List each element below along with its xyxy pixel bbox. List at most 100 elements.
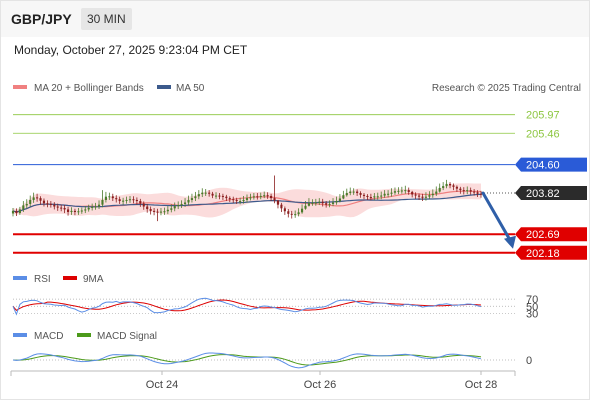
candle-body [190, 198, 193, 200]
candle-body [25, 203, 28, 206]
candle-body [29, 199, 32, 204]
candle-body [197, 194, 200, 197]
candle-body [404, 190, 407, 192]
candle-body [373, 196, 376, 198]
candle-body [218, 195, 221, 197]
rsi-tick-label: 70 [526, 294, 538, 306]
level-tag-last [515, 186, 587, 201]
candle-body [304, 205, 307, 209]
candle-body [118, 199, 121, 202]
candle-body [180, 203, 183, 206]
candle-body [366, 195, 369, 198]
candle-body [411, 191, 414, 195]
candle-body [380, 195, 383, 197]
macd-pane: 0 [12, 352, 532, 369]
candle-body [194, 196, 197, 199]
macd-signal-legend-swatch [77, 333, 91, 337]
candle-body [183, 202, 187, 204]
candle-body [11, 210, 15, 214]
candle-body [469, 190, 472, 192]
candle-body [421, 196, 424, 198]
candle-body [479, 193, 483, 195]
macd-signal-legend-label: MACD Signal [97, 331, 157, 342]
timeframe-button[interactable]: 30 MIN [81, 8, 132, 30]
candle-body [201, 192, 204, 195]
candle-body [108, 196, 111, 198]
candle-body [39, 198, 42, 201]
candle-body [42, 200, 46, 204]
candle-body [63, 207, 66, 210]
candle-body [448, 183, 452, 186]
candle-body [428, 195, 431, 197]
candle-body [156, 211, 159, 213]
ma50-legend-swatch [157, 85, 171, 89]
candle-body [307, 203, 310, 206]
candle-body [256, 196, 259, 198]
candle-body [111, 196, 114, 199]
candle-body [325, 203, 328, 205]
candle-body [311, 202, 314, 204]
candle-body [359, 193, 362, 195]
x-tick-label: Oct 26 [304, 379, 336, 391]
candle-body [445, 183, 448, 187]
price-pane: 205.97 205.46 204.60 203.82 202.69 202.18 [11, 110, 587, 260]
candle-body [149, 209, 152, 211]
candle-body [393, 191, 397, 193]
candle-body [214, 195, 218, 197]
candle-body [70, 210, 73, 212]
candle-body [407, 190, 410, 192]
symbol-title: GBP/JPY [11, 11, 72, 27]
candle-body [122, 200, 125, 202]
timestamp: Monday, October 27, 2025 9:23:04 PM CET [14, 43, 248, 57]
candle-body [297, 212, 300, 215]
candle-body [139, 201, 142, 204]
candle-body [101, 199, 104, 205]
candle-body [259, 195, 262, 197]
candle-body [387, 193, 390, 195]
rsi-legend-label: RSI [34, 274, 51, 285]
candle-body [442, 186, 445, 188]
candle-body [266, 195, 269, 197]
rsi-ma-legend-label: 9MA [83, 274, 104, 285]
candle-body [435, 191, 438, 194]
candle-body [462, 190, 465, 192]
candle-body [349, 191, 352, 194]
candle-body [414, 194, 417, 196]
macd-legend-label: MACD [34, 331, 63, 342]
candle-body [397, 190, 400, 192]
macd-legend-swatch [13, 333, 27, 337]
candle-body [104, 196, 107, 200]
candle-body [270, 195, 273, 199]
rsi-ma-legend-swatch [63, 276, 77, 280]
candle-body [314, 202, 317, 204]
candle-body [232, 199, 235, 201]
candle-body [328, 203, 331, 205]
header-bar: GBP/JPY 30 MIN [1, 1, 589, 37]
x-tick-label: Oct 24 [146, 379, 178, 391]
candle-body [345, 193, 348, 196]
candle-body [135, 199, 138, 202]
candle-body [459, 188, 462, 191]
candle-body [356, 191, 359, 194]
candle-body [476, 192, 479, 194]
candle-body [22, 205, 25, 210]
candle-body [235, 199, 238, 202]
candle-body [431, 193, 434, 196]
candle-body [170, 208, 173, 210]
candle-body [400, 190, 403, 192]
ma20-legend-label: MA 20 + Bollinger Bands [34, 83, 144, 94]
candle-body [452, 185, 455, 187]
candle-body [187, 199, 190, 203]
candle-body [335, 201, 338, 203]
macd-tick-label: 0 [526, 355, 532, 367]
credit-text: Research © 2025 Trading Central [432, 83, 581, 94]
candle-body [53, 204, 56, 207]
candle-body [252, 196, 255, 198]
level-label-support: 202.69 [526, 229, 560, 241]
candle-body [204, 192, 207, 194]
candle-body [132, 199, 135, 201]
candle-body [455, 186, 458, 189]
candle-body [73, 210, 76, 212]
candle-body [225, 196, 228, 199]
